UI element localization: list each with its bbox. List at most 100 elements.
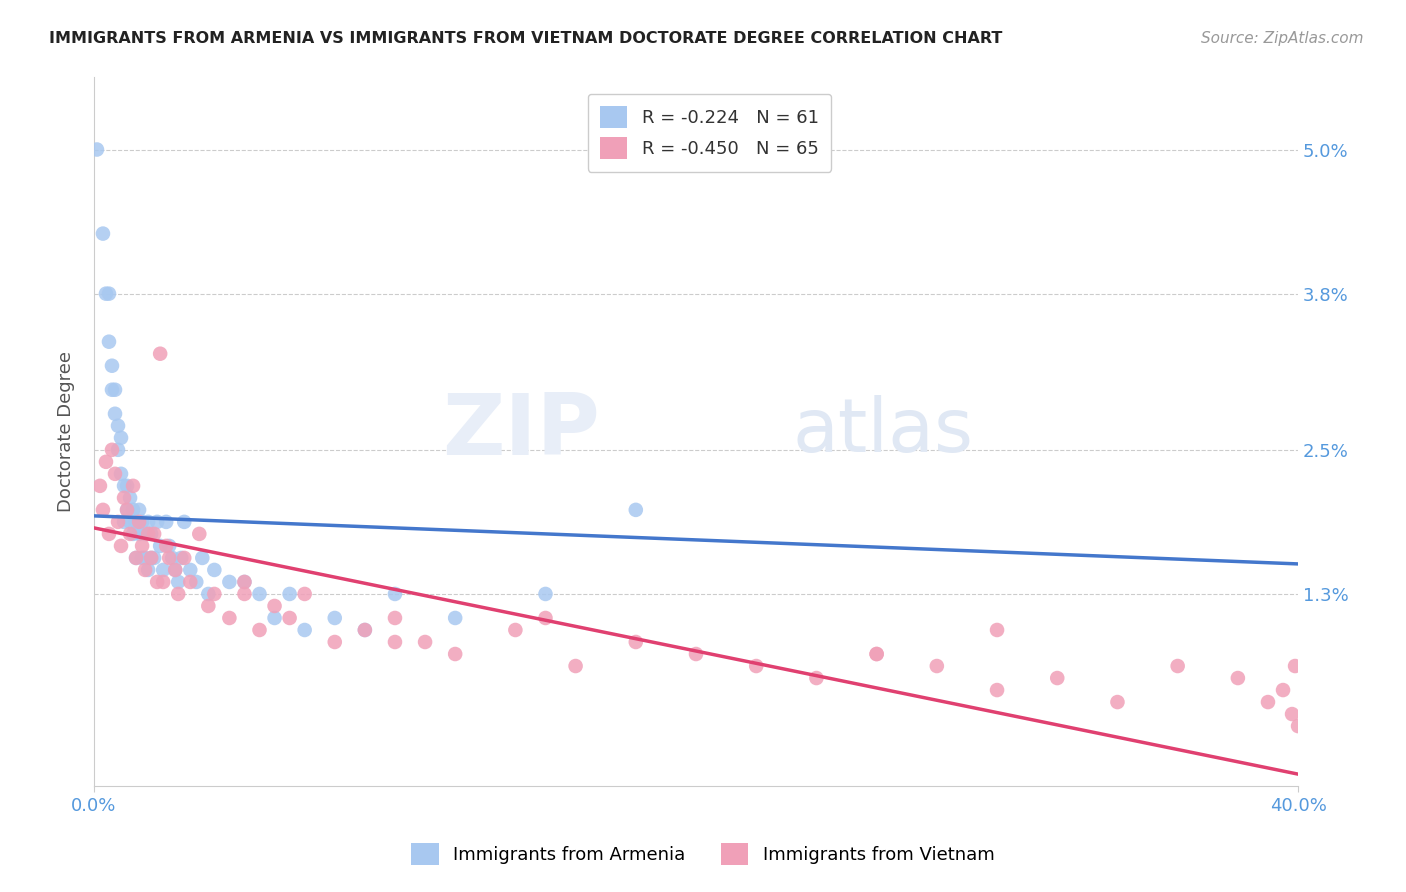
Point [110,539,132,553]
Y-axis label: Doctorate Degree: Doctorate Degree [58,351,75,512]
Point [118,491,141,505]
Point [152,574,174,589]
Point [98,286,121,301]
Point [202,587,225,601]
Point [112,479,135,493]
Point [122,479,145,493]
Text: atlas: atlas [793,395,973,468]
Point [98,334,121,349]
Point [94,455,117,469]
Point [134,563,156,577]
Point [152,563,174,577]
Text: Source: ZipAtlas.com: Source: ZipAtlas.com [1201,31,1364,46]
Point [125,515,148,529]
Point [384,587,406,601]
Text: ZIP: ZIP [441,391,600,474]
Point [131,539,153,553]
Point [986,623,1008,637]
Point [139,550,162,565]
Point [202,563,225,577]
Point [925,659,948,673]
Point [91,503,114,517]
Point [354,623,377,637]
Point [173,550,195,565]
Point [384,611,406,625]
Point [165,563,187,577]
Point [384,635,406,649]
Point [413,635,436,649]
Point [89,479,111,493]
Point [86,143,108,157]
Point [157,539,180,553]
Point [146,515,169,529]
Point [233,587,256,601]
Point [143,527,166,541]
Point [157,550,180,565]
Point [444,647,467,661]
Point [128,515,150,529]
Point [685,647,707,661]
Point [94,286,117,301]
Point [91,227,114,241]
Text: IMMIGRANTS FROM ARMENIA VS IMMIGRANTS FROM VIETNAM DOCTORATE DEGREE CORRELATION : IMMIGRANTS FROM ARMENIA VS IMMIGRANTS FR… [49,31,1002,46]
Point [149,539,172,553]
Point [1257,695,1279,709]
Point [155,515,177,529]
Point [354,623,377,637]
Point [115,503,138,517]
Point [1286,719,1309,733]
Point [134,550,156,565]
Point [170,550,193,565]
Point [155,539,177,553]
Point [323,611,346,625]
Point [101,383,124,397]
Point [745,659,768,673]
Point [107,418,129,433]
Point [263,599,285,613]
Point [1167,659,1189,673]
Point [110,431,132,445]
Point [139,527,162,541]
Point [122,527,145,541]
Point [136,563,159,577]
Point [218,611,240,625]
Point [233,574,256,589]
Point [278,587,301,601]
Point [179,563,201,577]
Point [188,527,211,541]
Point [173,515,195,529]
Point [125,550,148,565]
Point [136,527,159,541]
Point [263,611,285,625]
Point [160,550,183,565]
Point [143,550,166,565]
Point [218,574,240,589]
Point [564,659,586,673]
Point [101,442,124,457]
Point [986,683,1008,698]
Point [1284,659,1306,673]
Point [149,347,172,361]
Point [112,515,135,529]
Point [139,550,162,565]
Point [1281,707,1303,722]
Point [131,515,153,529]
Legend: Immigrants from Armenia, Immigrants from Vietnam: Immigrants from Armenia, Immigrants from… [404,836,1002,872]
Point [294,587,316,601]
Point [131,550,153,565]
Point [125,550,148,565]
Point [865,647,887,661]
Point [191,550,214,565]
Point [167,574,190,589]
Point [118,515,141,529]
Point [104,383,127,397]
Point [104,407,127,421]
Point [101,359,124,373]
Point [249,623,271,637]
Point [115,503,138,517]
Point [167,587,190,601]
Point [806,671,828,685]
Point [534,587,557,601]
Point [110,467,132,481]
Point [186,574,208,589]
